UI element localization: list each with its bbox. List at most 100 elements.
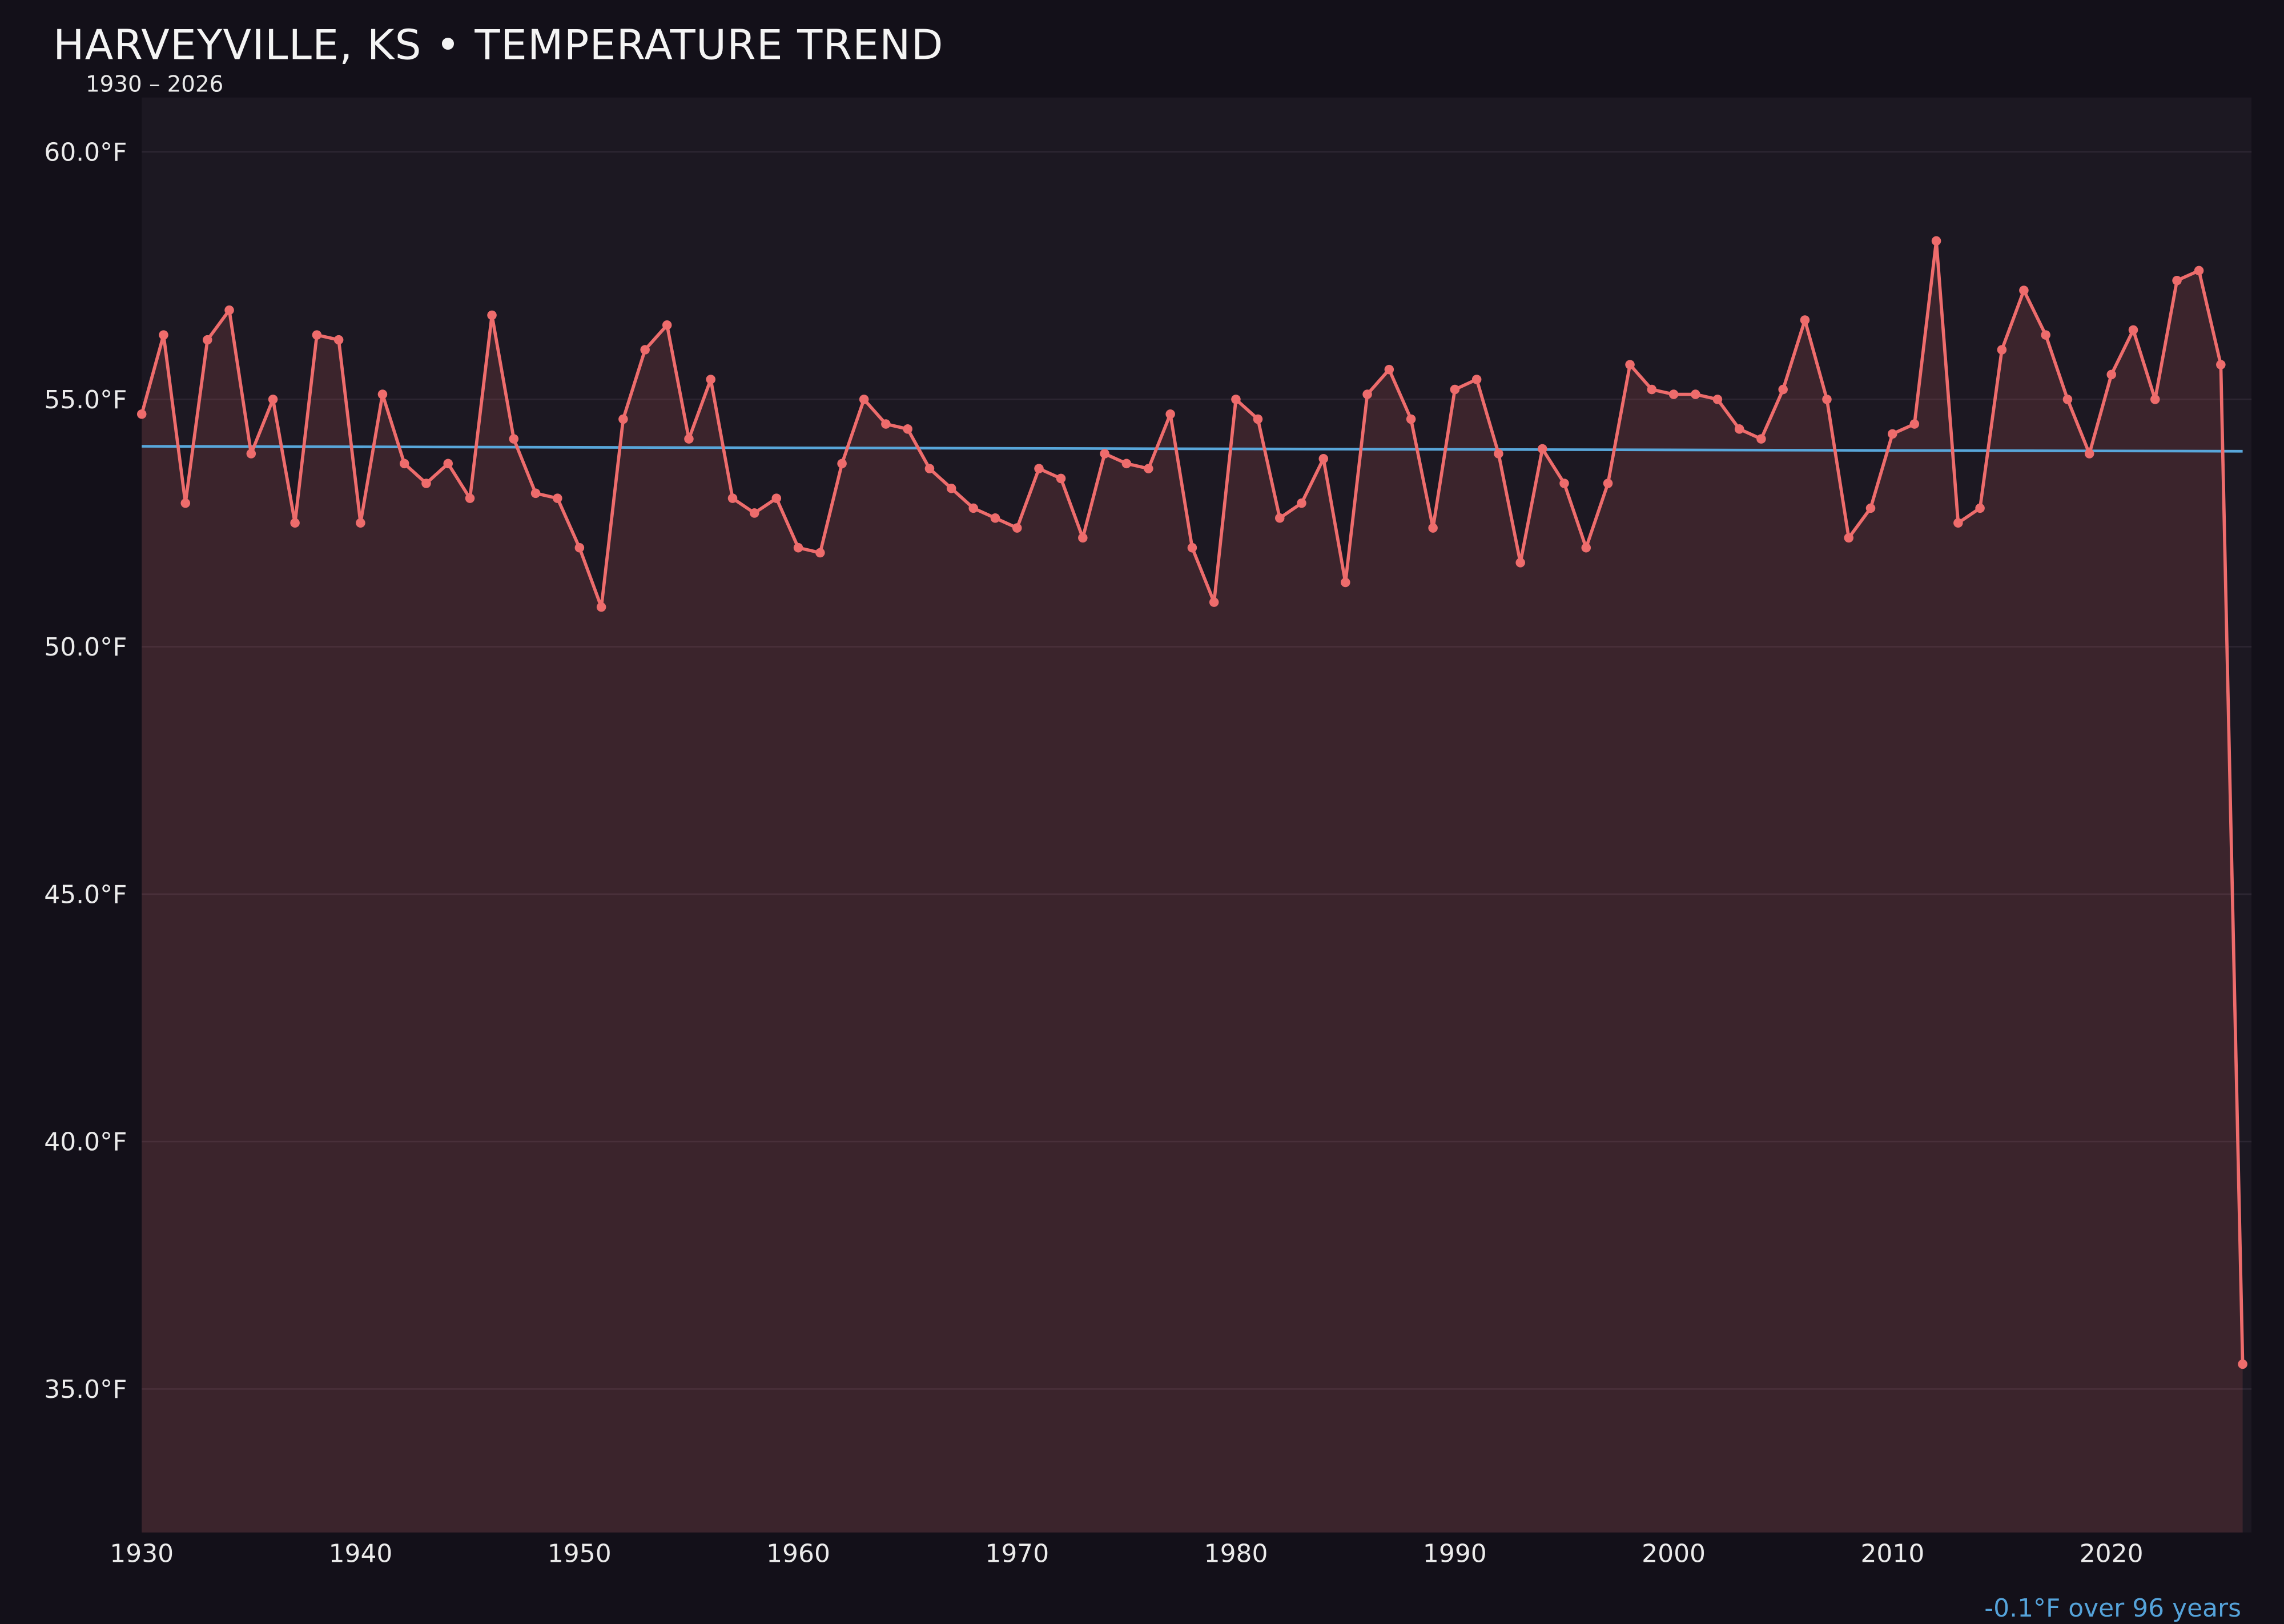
data-point-marker [1034, 464, 1044, 473]
data-point-marker [1953, 518, 1963, 528]
data-point-marker [815, 548, 825, 558]
data-point-marker [509, 434, 519, 444]
y-tick-label: 55.0°F [44, 385, 127, 415]
data-point-marker [859, 395, 869, 404]
data-point-marker [1471, 375, 1482, 384]
data-point-marker [903, 424, 912, 434]
data-point-marker [640, 345, 650, 355]
data-point-marker [727, 493, 738, 503]
data-point-marker [2194, 266, 2204, 276]
data-point-marker [1384, 364, 1394, 375]
data-point-marker [662, 320, 672, 330]
chart-title: HARVEYVILLE, KS • TEMPERATURE TREND [53, 21, 944, 69]
data-point-marker [2238, 1359, 2247, 1369]
data-point-marker [2041, 330, 2050, 340]
x-axis-labels: 1930 1940 1950 1960 1970 1980 1990 2000 2010 2020 [110, 1539, 2143, 1568]
y-tick-label: 40.0°F [44, 1128, 127, 1157]
data-point-marker [968, 503, 978, 513]
y-tick-label: 35.0°F [44, 1375, 127, 1404]
data-point-marker [2106, 369, 2117, 380]
data-point-marker [180, 498, 191, 508]
data-point-marker [1341, 577, 1350, 588]
data-point-marker [990, 513, 1000, 523]
data-point-marker [159, 330, 168, 340]
data-point-marker [312, 330, 322, 340]
data-point-marker [1515, 558, 1525, 568]
area-fill [142, 240, 2243, 1533]
trend-summary-label: -0.1°F over 96 years [1984, 1594, 2241, 1623]
y-tick-label: 60.0°F [44, 138, 127, 167]
data-point-marker [1450, 384, 1460, 395]
data-point-marker [1734, 424, 1744, 434]
x-tick-label: 1930 [110, 1539, 174, 1568]
y-tick-label: 45.0°F [44, 880, 127, 909]
data-point-marker [1012, 523, 1022, 533]
data-point-marker [1056, 473, 1066, 484]
data-point-marker [924, 464, 935, 473]
data-point-marker [2150, 395, 2160, 404]
plot-area-background [142, 97, 2252, 1533]
data-point-marker [1800, 315, 1810, 325]
x-tick-label: 1940 [329, 1539, 393, 1568]
data-point-marker [706, 375, 716, 384]
data-point-marker [1559, 479, 1569, 488]
data-point-marker [1931, 236, 1941, 246]
data-point-marker [356, 518, 365, 528]
data-point-marker [574, 542, 585, 553]
trend-line [142, 445, 2243, 453]
data-point-marker [1318, 454, 1329, 464]
x-tick-label: 1980 [1204, 1539, 1268, 1568]
data-point-marker [421, 479, 431, 488]
data-point-marker [443, 459, 453, 469]
y-axis-labels: 35.0°F 40.0°F 45.0°F 50.0°F 55.0°F 60.0°F [44, 138, 127, 1404]
x-tick-label: 1960 [766, 1539, 830, 1568]
data-point-marker [2172, 275, 2182, 286]
data-point-marker [1756, 434, 1766, 444]
data-point-marker [881, 419, 891, 429]
data-point-marker [618, 414, 628, 424]
data-point-marker [2216, 360, 2226, 369]
gridlines [142, 151, 2252, 1390]
y-tick-label: 50.0°F [44, 633, 127, 662]
area-path [142, 240, 2243, 1533]
data-point-marker [399, 459, 409, 469]
data-point-marker [1581, 542, 1591, 553]
data-point-marker [1997, 345, 2007, 355]
data-point-marker [1274, 513, 1285, 523]
data-point-marker [333, 335, 344, 345]
data-point-marker [1778, 384, 1788, 395]
data-point-marker [1647, 384, 1657, 395]
data-point-marker [1165, 409, 1175, 419]
x-tick-label: 2000 [1642, 1539, 1706, 1568]
x-tick-label: 1950 [548, 1539, 612, 1568]
data-point-marker [203, 335, 212, 345]
data-point-marker [1909, 419, 1920, 429]
x-tick-label: 1990 [1423, 1539, 1487, 1568]
data-point-marker [2019, 286, 2029, 295]
data-point-marker [1888, 429, 1897, 439]
data-point-marker [290, 518, 300, 528]
data-point-marker [596, 602, 606, 612]
data-point-marker [2128, 325, 2138, 335]
data-point-marker [1625, 360, 1635, 369]
data-point-marker [1844, 533, 1854, 543]
data-point-marker [2062, 395, 2073, 404]
data-point-marker [1691, 389, 1700, 399]
data-point-marker [1537, 444, 1547, 454]
data-point-marker [684, 434, 694, 444]
x-tick-label: 2010 [1860, 1539, 1924, 1568]
chart-subtitle: 1930 – 2026 [86, 71, 223, 97]
data-point-marker [1187, 542, 1197, 553]
data-point-marker [224, 305, 234, 315]
data-point-marker [1231, 395, 1241, 404]
data-point-marker [553, 493, 562, 503]
data-point-marker [268, 395, 278, 404]
data-point-marker [1428, 523, 1438, 533]
data-point-marker [1406, 414, 1416, 424]
x-tick-label: 1970 [985, 1539, 1049, 1568]
data-point-marker [1121, 459, 1132, 469]
data-point-marker [771, 493, 782, 503]
data-point-marker [1822, 395, 1832, 404]
x-tick-label: 2020 [2080, 1539, 2144, 1568]
